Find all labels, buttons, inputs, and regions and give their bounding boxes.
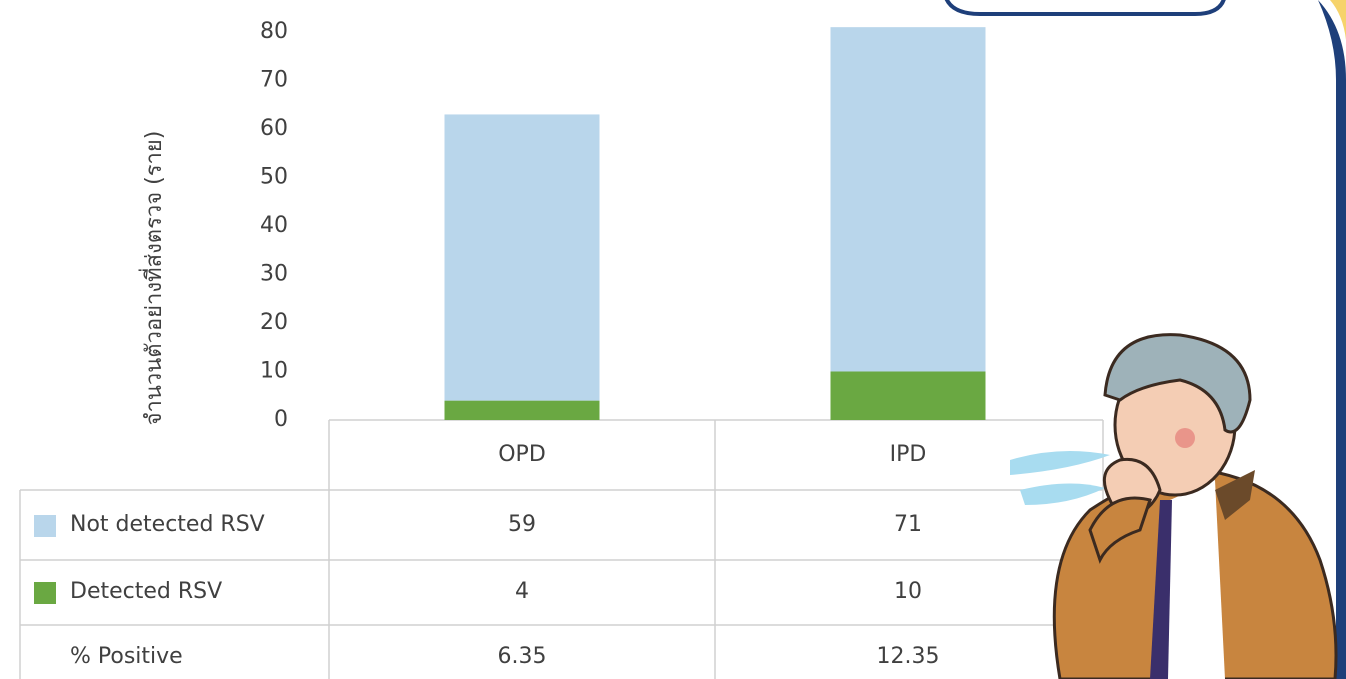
y-tick-label: 80 xyxy=(260,19,288,44)
y-axis-label: จำนวนตัวอย่างที่ส่งตรวจ (ราย) xyxy=(138,131,167,426)
x-tick-label: IPD xyxy=(890,442,927,467)
y-tick-label: 20 xyxy=(260,310,288,335)
chart: จำนวนตัวอย่างที่ส่งตรวจ (ราย) 0 10 20 30 40 5… xyxy=(0,0,1346,679)
row-label: % Positive xyxy=(70,644,183,669)
illustration xyxy=(1010,335,1336,679)
bar-segment xyxy=(445,114,600,400)
legend-label: Detected RSV xyxy=(70,579,222,604)
table-value: 59 xyxy=(508,512,536,537)
x-tick-label: OPD xyxy=(498,442,546,467)
y-tick-label: 70 xyxy=(260,68,288,93)
y-tick-label: 30 xyxy=(260,262,288,287)
y-tick-label: 10 xyxy=(260,359,288,384)
bar-segment xyxy=(831,27,986,371)
table-value: 12.35 xyxy=(877,644,940,669)
table-value: 10 xyxy=(894,579,922,604)
table-value: 71 xyxy=(894,512,922,537)
y-tick-label: 0 xyxy=(274,407,288,432)
legend-label: Not detected RSV xyxy=(70,512,265,537)
legend-swatch xyxy=(34,515,56,537)
legend-swatch xyxy=(34,582,56,604)
frame-tab xyxy=(945,0,1225,14)
table-value: 6.35 xyxy=(498,644,547,669)
plot-area: 0 10 20 30 40 50 60 70 80 OPD 59 4 6.35 IPD 71 10 12.35 N… xyxy=(34,19,986,669)
y-tick-label: 50 xyxy=(260,165,288,190)
y-tick-label: 60 xyxy=(260,116,288,141)
bar-segment xyxy=(831,372,986,421)
bar-segment xyxy=(445,401,600,420)
y-tick-label: 40 xyxy=(260,213,288,238)
table-value: 4 xyxy=(515,579,529,604)
data-table xyxy=(20,420,1103,679)
